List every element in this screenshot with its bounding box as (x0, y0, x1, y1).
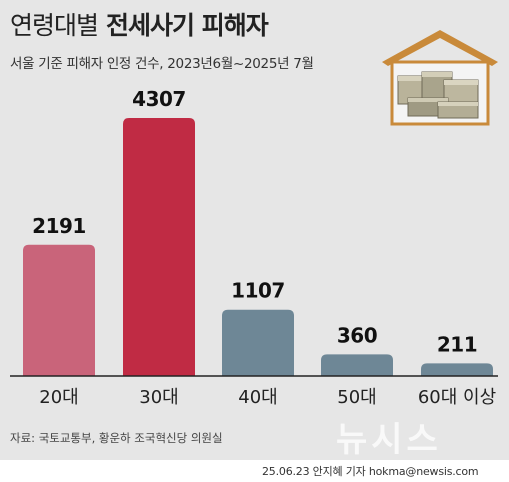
value-label-2: 4307 (132, 87, 186, 111)
bar-chart: 2191 20대 4307 30대 1107 40대 360 50대 211 60대 이상 (10, 87, 498, 408)
watermark-text: 뉴시스 (336, 420, 442, 458)
title-part2: 전세사기 피해자 (106, 11, 269, 40)
value-label-5: 211 (437, 332, 477, 356)
bar-5 (421, 363, 493, 376)
value-label-1: 2191 (32, 214, 86, 238)
category-label-1: 20대 (39, 387, 78, 408)
category-label-2: 30대 (139, 387, 178, 408)
bar-3 (222, 309, 294, 376)
chart-title: 연령대별 전세사기 피해자 (10, 6, 269, 42)
category-label-3: 40대 (238, 387, 277, 408)
title-part1: 연령대별 (10, 11, 99, 40)
newsis-watermark-logo: 뉴시스 (336, 420, 442, 458)
value-label-4: 360 (337, 323, 377, 347)
bar-2 (123, 118, 195, 376)
category-label-4: 50대 (337, 387, 376, 408)
credit-line: 25.06.23 안지혜 기자 hokma@newsis.com (262, 465, 479, 478)
category-label-5: 60대 이상 (418, 387, 496, 408)
chart-subtitle: 서울 기준 피해자 인정 건수, 2023년6월~2025년 7월 (10, 56, 314, 72)
house-with-money-icon (382, 30, 498, 126)
bar-1 (23, 244, 95, 376)
source-note: 자료: 국토교통부, 황운하 조국혁신당 의원실 (10, 431, 223, 445)
value-label-3: 1107 (231, 279, 285, 303)
bar-4 (321, 354, 393, 376)
